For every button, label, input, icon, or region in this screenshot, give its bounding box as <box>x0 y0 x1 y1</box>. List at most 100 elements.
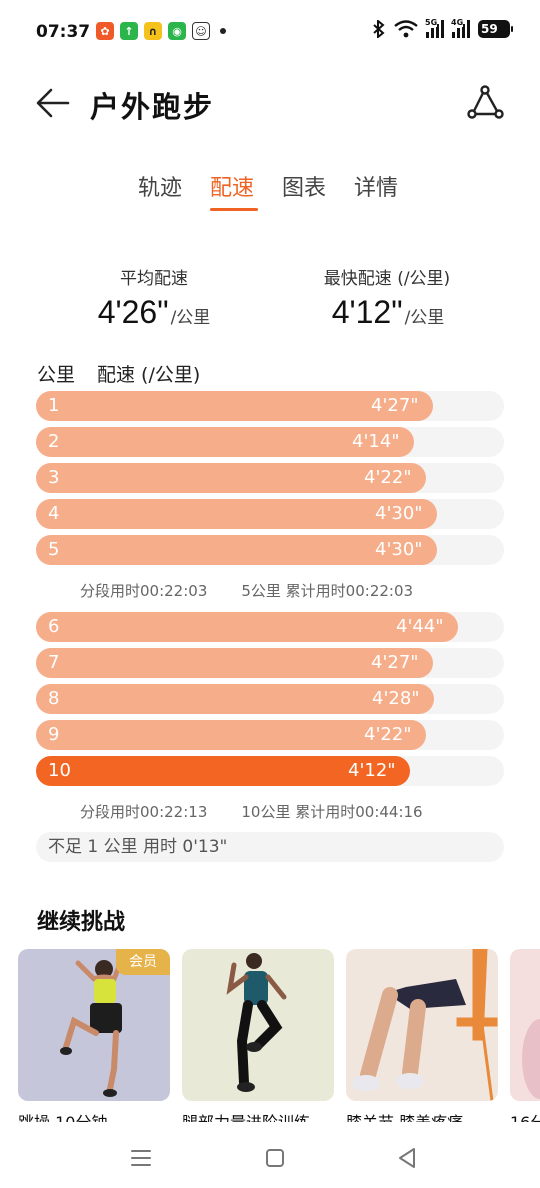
route-share-icon[interactable] <box>466 84 504 122</box>
split-pace: 4'30" <box>375 503 423 524</box>
avg-pace-number: 4'26" <box>97 294 169 330</box>
challenge-section-title: 继续挑战 <box>37 910 126 935</box>
pace-bar <box>36 684 434 714</box>
bluetooth-icon <box>373 20 385 38</box>
pace-bar <box>36 391 433 421</box>
splits-header: 公里 配速 (/公里) <box>37 360 222 387</box>
app-notification-icon: ✿ <box>96 22 114 40</box>
cumulative-time: 5公里 累计用时00:22:03 <box>241 582 414 600</box>
pace-bar <box>36 499 437 529</box>
tab-track[interactable]: 轨迹 <box>138 176 183 201</box>
status-time: 07:37 <box>36 22 91 42</box>
km-column-label: 公里 <box>37 364 76 386</box>
pace-bar <box>36 535 437 565</box>
split-row: 4 4'30" <box>36 499 504 529</box>
home-icon[interactable] <box>261 1144 289 1172</box>
notification-icons: ✿ ↑ ∩ ◉ ☺ <box>96 22 226 40</box>
back-nav-icon[interactable] <box>393 1144 421 1172</box>
split-pace: 4'14" <box>352 431 400 452</box>
fastest-pace-unit: /公里 <box>404 308 445 328</box>
split-km: 1 <box>48 395 60 416</box>
fastest-pace-number: 4'12" <box>331 294 403 330</box>
active-tab-indicator <box>210 208 258 211</box>
split-pace: 4'27" <box>371 395 419 416</box>
split-km: 4 <box>48 503 60 524</box>
pace-bar <box>36 612 458 642</box>
status-bar: 07:37 ✿ ↑ ∩ ◉ ☺ 5G 4G 59 <box>0 0 540 64</box>
challenge-card[interactable] <box>510 949 540 1101</box>
shield-notification-icon: ◉ <box>168 22 186 40</box>
split-row: 8 4'28" <box>36 684 504 714</box>
challenge-card-title[interactable]: 16分钟 <box>510 1112 540 1122</box>
avg-pace-unit: /公里 <box>170 308 211 328</box>
fastest-pace-value: 4'12"/公里 <box>268 294 508 331</box>
split-km: 5 <box>48 539 60 560</box>
signal-4g-icon: 4G <box>451 18 470 38</box>
pace-bar <box>36 648 433 678</box>
split-pace: 4'30" <box>375 539 423 560</box>
segment-summary: 分段用时00:22:13 10公里 累计用时00:44:16 <box>80 801 423 822</box>
challenge-card-title[interactable]: 跳操 10分钟 <box>18 1112 170 1122</box>
pace-bar <box>36 427 414 457</box>
split-km: 2 <box>48 431 60 452</box>
avg-pace-label: 平均配速 <box>120 269 188 289</box>
tab-charts[interactable]: 图表 <box>282 176 327 201</box>
system-nav-bar <box>0 1128 540 1188</box>
split-km: 7 <box>48 652 60 673</box>
app-notification-icon: ∩ <box>144 22 162 40</box>
segment-summary: 分段用时00:22:03 5公里 累计用时00:22:03 <box>80 580 413 601</box>
split-pace: 4'22" <box>364 467 412 488</box>
split-pace: 4'12" <box>348 760 396 781</box>
vip-badge: 会员 <box>116 949 170 975</box>
split-pace: 4'22" <box>364 724 412 745</box>
split-km: 8 <box>48 688 60 709</box>
battery-icon: 59 <box>478 20 513 38</box>
split-row: 7 4'27" <box>36 648 504 678</box>
challenge-card-title[interactable]: 膝关节 膝盖疼痛 <box>346 1112 498 1122</box>
more-notifications-dot <box>220 28 226 34</box>
split-row: 2 4'14" <box>36 427 504 457</box>
pace-bar <box>36 463 426 493</box>
pace-bar <box>36 756 410 786</box>
run-notification-icon: ☺ <box>192 22 210 40</box>
split-row: 5 4'30" <box>36 535 504 565</box>
split-row: 3 4'22" <box>36 463 504 493</box>
split-pace: 4'27" <box>371 652 419 673</box>
wifi-icon <box>394 20 418 38</box>
pace-bar <box>36 720 426 750</box>
leg-training-image <box>226 953 287 1092</box>
challenge-card[interactable] <box>182 949 334 1101</box>
knee-exercise-image <box>352 949 498 1101</box>
battery-level: 59 <box>481 22 498 36</box>
signal-5g-icon: 5G <box>425 18 444 38</box>
tab-pace[interactable]: 配速 <box>210 176 255 201</box>
split-km: 9 <box>48 724 60 745</box>
avg-pace-value: 4'26"/公里 <box>34 294 274 331</box>
challenge-card-title[interactable]: 腿部力量进阶训练 <box>182 1112 334 1122</box>
remainder-row: 不足 1 公里 用时 0'13" <box>36 832 504 862</box>
split-km: 6 <box>48 616 60 637</box>
split-km: 3 <box>48 467 60 488</box>
system-status-icons: 5G 4G 59 <box>372 18 513 38</box>
tab-bar: 轨迹 配速 图表 详情 <box>0 170 540 214</box>
split-row: 6 4'44" <box>36 612 504 642</box>
split-row: 10 4'12" <box>36 756 504 786</box>
segment-time: 分段用时00:22:03 <box>80 582 208 600</box>
segment-time: 分段用时00:22:13 <box>80 803 208 821</box>
dance-workout-image <box>60 956 125 1097</box>
tab-details[interactable]: 详情 <box>354 176 399 201</box>
challenge-card[interactable]: 会员 <box>18 949 170 1101</box>
challenge-card[interactable] <box>346 949 498 1101</box>
menu-icon[interactable] <box>127 1144 155 1172</box>
split-pace: 4'44" <box>396 616 444 637</box>
split-km: 10 <box>48 760 71 781</box>
back-arrow-icon[interactable] <box>36 86 70 120</box>
split-row: 1 4'27" <box>36 391 504 421</box>
cumulative-time: 10公里 累计用时00:44:16 <box>241 803 423 821</box>
split-row: 9 4'22" <box>36 720 504 750</box>
workout-image <box>522 1019 540 1099</box>
upload-notification-icon: ↑ <box>120 22 138 40</box>
split-pace: 4'28" <box>372 688 420 709</box>
pace-column-label: 配速 (/公里) <box>97 364 201 386</box>
page-title: 户外跑步 <box>90 90 215 124</box>
